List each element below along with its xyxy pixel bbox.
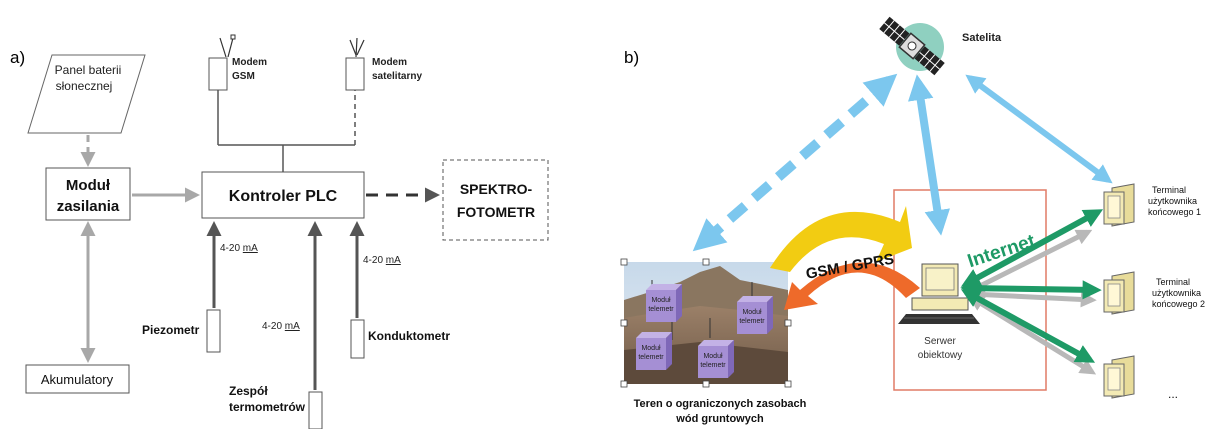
module-2-label-2: telemetr — [739, 318, 765, 325]
panel-a: a) Panel baterii słonecznej Modem GSM Mo… — [10, 34, 549, 429]
server-label-1: Serwer — [924, 336, 956, 347]
current-label-thermometers: 4-20 mA — [262, 321, 300, 332]
power-module-node: Moduł zasilania — [45, 167, 131, 221]
gsm-downlink-arrow — [784, 262, 920, 310]
terminal-3-icon — [1103, 355, 1135, 399]
spectrophotometer-node: SPEKTRO- FOTOMETR — [442, 159, 549, 241]
modem-gsm-box — [208, 57, 228, 91]
satellite-terminal-link — [965, 74, 1113, 184]
telemetry-module-4: Moduł telemetr — [698, 340, 734, 378]
telemetry-module-1: Moduł telemetr — [646, 284, 682, 322]
thermometers-label-1: Zespół — [229, 384, 268, 398]
spectrophotometer-label-1: SPEKTRO- — [460, 181, 533, 197]
lan-link-2 — [967, 286, 1097, 308]
modem-gsm-label-1: Modem — [232, 57, 267, 68]
internet-link-3 — [960, 289, 1096, 363]
modem-sat-label-2: satelitarny — [372, 71, 422, 82]
current-label-piezometer: 4-20 mA — [220, 243, 258, 254]
module-1-label-1: Moduł — [651, 297, 671, 304]
modem-gsm-label-2: GSM — [232, 71, 255, 82]
panel-b-letter: b) — [624, 48, 639, 67]
modem-sat-label-1: Modem — [372, 57, 407, 68]
terminal-2-label-2: użytkownika — [1152, 288, 1201, 298]
field-label-2: wód gruntowych — [675, 413, 764, 425]
module-2-label-1: Moduł — [742, 309, 762, 316]
server-computer-icon — [898, 263, 980, 324]
satellite-icon — [879, 16, 945, 76]
panel-a-letter: a) — [10, 48, 25, 67]
spectrophotometer-label-2: FOTOMETR — [457, 204, 535, 220]
satellite-server-link — [908, 74, 950, 236]
solar-panel-node: Panel baterii słonecznej — [27, 54, 146, 134]
satellite-label: Satelita — [962, 32, 1002, 44]
terminal-2-label-3: końcowego 2 — [1152, 299, 1205, 309]
telemetry-module-2: Moduł telemetr — [737, 296, 773, 334]
conductometer-label: Konduktometr — [368, 329, 450, 343]
module-4-label-2: telemetr — [700, 362, 726, 369]
internet-link-2 — [960, 278, 1102, 300]
terminal-2-icon — [1103, 271, 1135, 315]
plc-controller-node: Kontroler PLC — [201, 171, 365, 219]
battery-node: Akumulatory — [25, 364, 130, 394]
power-module-label-2: zasilania — [57, 198, 120, 215]
server-label-2: obiektowy — [918, 350, 962, 361]
module-4-label-1: Moduł — [703, 353, 723, 360]
terminal-1-label-3: końcowego 1 — [1148, 207, 1201, 217]
conductometer-node: Konduktometr — [350, 319, 450, 359]
module-1-label-2: telemetr — [648, 306, 674, 313]
satellite-field-link — [692, 73, 898, 252]
solar-panel-label-2: słonecznej — [56, 79, 113, 93]
battery-label: Akumulatory — [41, 372, 114, 387]
modem-gsm-node: Modem GSM — [208, 34, 267, 91]
power-module-label-1: Moduł — [66, 177, 111, 194]
terminal-1-label-1: Terminal — [1152, 185, 1186, 195]
modem-sat-node: Modem satelitarny — [345, 37, 422, 91]
plc-controller-label: Kontroler PLC — [229, 188, 338, 205]
thermometers-label-2: termometrów — [229, 400, 306, 414]
terminal-1-label-2: użytkownika — [1148, 196, 1197, 206]
lan-link-3 — [967, 295, 1097, 375]
piezometer-node: Piezometr — [142, 309, 221, 353]
terminal-1-icon — [1103, 183, 1135, 227]
module-3-label-1: Moduł — [641, 345, 661, 352]
thermometers-node: Zespół termometrów — [229, 384, 323, 429]
terminal-2-label-1: Terminal — [1156, 277, 1190, 287]
gsm-uplink-arrow — [770, 206, 912, 272]
modem-sat-box — [345, 57, 365, 91]
terminal-more-label: ... — [1168, 387, 1178, 401]
module-3-label-2: telemetr — [638, 354, 664, 361]
telemetry-module-3: Moduł telemetr — [636, 332, 672, 370]
solar-panel-label-1: Panel baterii — [55, 63, 122, 77]
panel-b: b) Satelita — [620, 16, 1205, 425]
internet-link-1 — [960, 209, 1104, 287]
piezometer-label: Piezometr — [142, 323, 200, 337]
field-label-1: Teren o ograniczonych zasobach — [634, 398, 807, 410]
current-label-conductometer: 4-20 mA — [363, 255, 401, 266]
